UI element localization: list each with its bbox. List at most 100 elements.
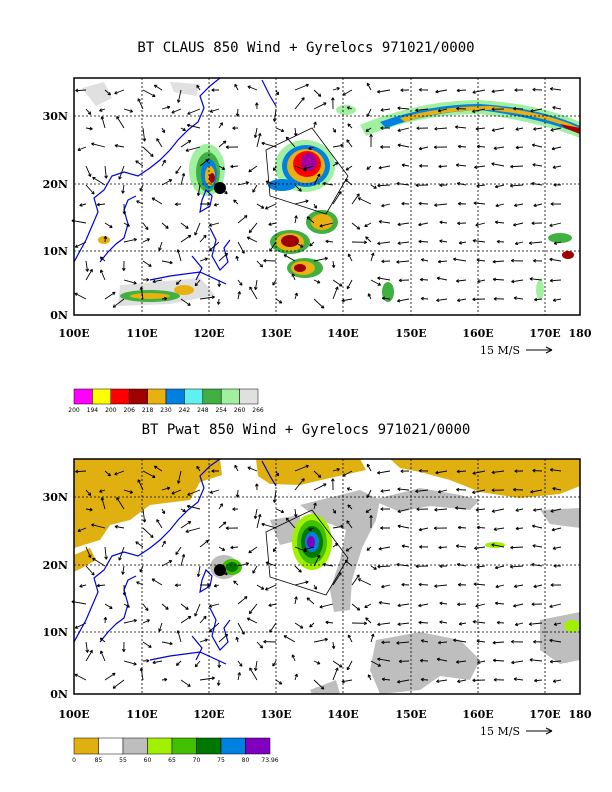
wind-vector: [256, 641, 264, 649]
wind-vector: [346, 660, 353, 671]
wind-vector: [208, 241, 220, 252]
wind-vector: [237, 279, 243, 286]
wind-vector: [313, 279, 321, 284]
wind-vector: [79, 584, 87, 588]
colorbar-swatch: [165, 388, 185, 405]
wind-vector: [100, 269, 106, 281]
wind-vector: [268, 222, 277, 226]
wind-vector: [118, 165, 125, 180]
wind-vector: [457, 525, 467, 530]
wind-vector: [549, 638, 562, 643]
colorbar-label: 242: [179, 407, 191, 414]
wind-vector: [237, 660, 243, 667]
wind-vector: [532, 468, 543, 473]
colorbar-label: 80: [242, 757, 250, 764]
wind-vector: [233, 580, 239, 586]
panel2-lon-label: 160E: [462, 708, 493, 721]
wind-vector: [416, 507, 429, 512]
wind-vector: [378, 600, 391, 605]
wind-vector: [345, 165, 353, 171]
colorbar-swatch: [220, 737, 246, 755]
wind-vector: [492, 259, 505, 264]
wind-vector: [152, 279, 163, 284]
panel2-lon-label: 130E: [260, 708, 291, 721]
wind-vector: [180, 222, 189, 229]
wind-vector: [397, 524, 410, 529]
wind-vector: [253, 508, 258, 519]
wind-vector: [369, 514, 373, 529]
wind-vector: [533, 203, 543, 208]
wind-vector: [196, 84, 201, 91]
colorbar-swatch: [184, 388, 204, 405]
wind-vector: [457, 221, 467, 226]
wind-vector: [185, 527, 201, 533]
panel1-lon-label: 100E: [58, 327, 89, 340]
wind-vector: [476, 258, 486, 263]
wind-vector: [122, 641, 126, 652]
wind-vector: [123, 489, 134, 494]
wind-vector: [213, 583, 220, 588]
wind-vector: [85, 641, 90, 653]
wind-vector: [137, 479, 144, 491]
wind-vector: [256, 584, 265, 590]
wind-vector: [530, 489, 543, 494]
wind-vector: [456, 106, 467, 111]
wind-vector: [142, 527, 154, 539]
wind-vector: [161, 105, 171, 110]
wind-vector: [439, 239, 448, 243]
colorbar-swatch: [239, 388, 259, 405]
panel1-lon-label: 110E: [126, 327, 157, 340]
wind-vector: [142, 89, 156, 98]
wind-vector: [237, 562, 250, 567]
colorbar-swatch: [171, 737, 197, 755]
panel1-lon-label: 170E: [529, 327, 560, 340]
wind-vector: [397, 622, 410, 626]
wind-vector: [495, 203, 505, 208]
wind-vector: [313, 660, 321, 665]
wind-vector: [161, 677, 168, 682]
wind-vector: [549, 659, 562, 664]
wind-vector: [528, 241, 543, 245]
colorbar-swatch: [196, 737, 222, 755]
wind-vector: [175, 660, 182, 666]
wind-vector: [533, 639, 543, 644]
wind-vector: [194, 660, 201, 668]
wind-vector: [332, 660, 343, 668]
wind-vector: [515, 508, 524, 512]
wind-vector: [549, 222, 562, 228]
wind-vector: [272, 108, 277, 122]
wind-vector: [248, 603, 258, 615]
wind-vector: [104, 470, 111, 477]
wind-vector: [347, 253, 353, 262]
colorbar-label: 70: [193, 757, 201, 764]
wind-vector: [332, 468, 340, 472]
panel1-lon-label: 150E: [395, 327, 426, 340]
wind-vector: [199, 638, 208, 643]
wind-vector: [474, 546, 486, 550]
wind-vector: [161, 508, 166, 515]
wind-vector: [494, 184, 505, 189]
wind-vector: [456, 181, 467, 186]
colorbar-label: 85: [95, 757, 103, 764]
wind-vector: [135, 541, 144, 548]
wind-vector: [104, 291, 116, 300]
wind-vector: [85, 489, 92, 496]
wind-vector: [415, 108, 429, 113]
wind-vector: [237, 596, 248, 605]
wind-vector: [174, 202, 182, 207]
wind-vector: [513, 584, 524, 589]
wind-vector: [308, 527, 315, 531]
wind-vector: [454, 125, 467, 129]
wind-vector: [208, 622, 220, 633]
wind-vector: [294, 478, 305, 491]
wind-vector: [514, 622, 524, 627]
wind-vector: [401, 163, 410, 167]
wind-vector: [313, 203, 317, 209]
wind-vector: [235, 636, 239, 643]
wind-vector: [156, 519, 163, 529]
wind-vector: [175, 165, 182, 175]
wind-vector: [254, 102, 259, 110]
wind-vector: [474, 165, 486, 169]
wind-vector: [294, 622, 304, 629]
